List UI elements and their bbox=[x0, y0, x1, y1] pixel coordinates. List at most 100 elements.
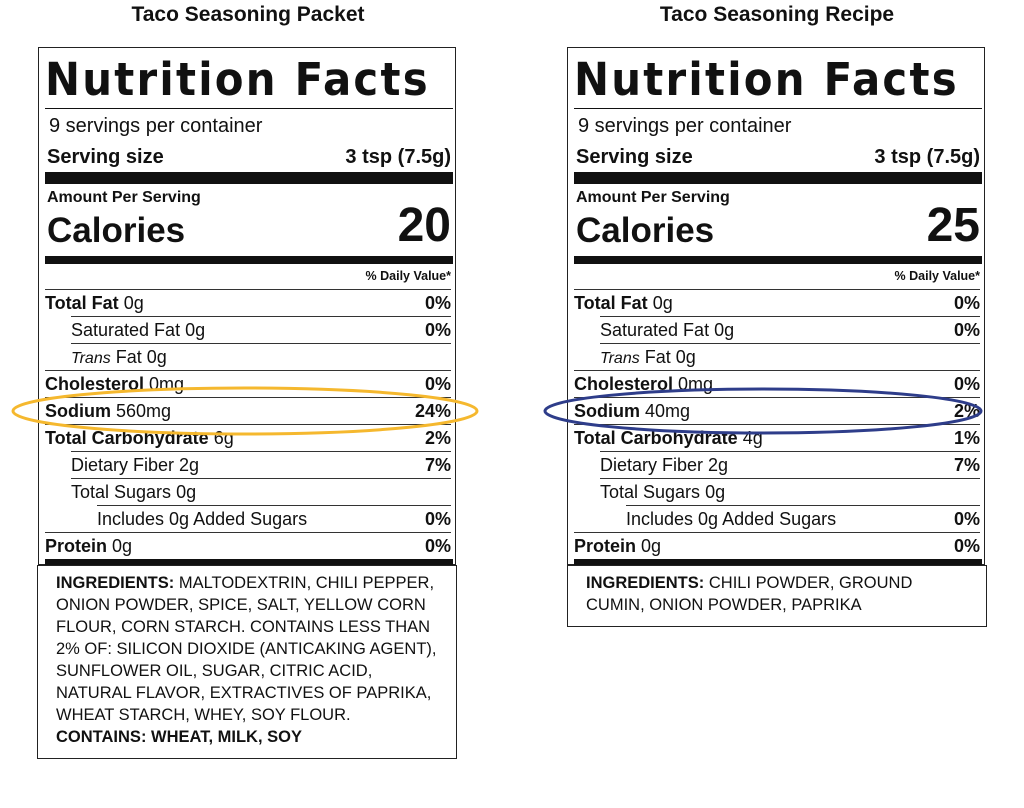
nutrient-row: Saturated Fat 0g 0% bbox=[600, 316, 980, 344]
nutrient-amount: 4g bbox=[742, 428, 763, 448]
nutrient-row: Trans Fat 0g bbox=[71, 343, 451, 371]
nutrient-amount: 2g bbox=[708, 455, 729, 475]
divider bbox=[45, 559, 453, 566]
daily-value: 0% bbox=[424, 536, 451, 556]
nutrient-name: Total Fat bbox=[45, 293, 119, 313]
divider bbox=[574, 256, 982, 264]
nutrient-name: Cholesterol bbox=[45, 374, 145, 394]
nutrient-row: Dietary Fiber 2g 7% bbox=[71, 451, 451, 479]
nutrient-name: Cholesterol bbox=[574, 374, 674, 394]
divider bbox=[45, 172, 453, 184]
daily-value: 2% bbox=[424, 428, 451, 448]
nutrient-amount: 0mg bbox=[149, 374, 185, 394]
nutrient-row: Sodium 560mg 24% bbox=[45, 397, 451, 425]
daily-value-header: % Daily Value* bbox=[894, 269, 980, 283]
divider bbox=[574, 172, 982, 184]
nutrient-qualifier: Trans bbox=[600, 350, 640, 367]
serving-size-label: Serving size bbox=[576, 146, 693, 168]
nutrient-amount: 560mg bbox=[116, 401, 172, 421]
label-title: Nutrition Facts bbox=[574, 53, 959, 106]
nutrient-row: Total Sugars 0g bbox=[71, 478, 451, 506]
serving-size: 3 tsp (7.5g) bbox=[874, 146, 980, 168]
daily-value: 0% bbox=[953, 374, 980, 394]
daily-value: 0% bbox=[953, 320, 980, 340]
nutrient-amount: 6g bbox=[213, 428, 234, 448]
nutrient-row: Includes 0g Added Sugars 0% bbox=[626, 505, 980, 533]
nutrient-row: Protein 0g 0% bbox=[574, 532, 980, 560]
allergens: CONTAINS: WHEAT, MILK, SOY bbox=[56, 728, 302, 746]
nutrient-name: Fat bbox=[644, 347, 671, 367]
nutrient-amount: 0g bbox=[652, 293, 673, 313]
servings: 9 servings per container bbox=[49, 115, 263, 137]
nutrient-row: Cholesterol 0mg 0% bbox=[45, 370, 451, 398]
divider bbox=[45, 108, 453, 109]
nutrient-name: Protein bbox=[574, 536, 637, 556]
daily-value: 0% bbox=[424, 509, 451, 529]
nutrition-label: Nutrition Facts 9 servings per container S… bbox=[567, 47, 985, 566]
nutrient-row: Total Fat 0g 0% bbox=[45, 289, 451, 317]
serving-size-label: Serving size bbox=[47, 146, 164, 168]
nutrient-name: Total Carbohydrate bbox=[45, 428, 209, 448]
label-title: Nutrition Facts bbox=[45, 53, 430, 106]
nutrient-name: Includes 0g Added Sugars bbox=[97, 509, 308, 529]
daily-value: 0% bbox=[953, 536, 980, 556]
divider bbox=[574, 108, 982, 109]
daily-value: 2% bbox=[953, 401, 980, 421]
serving-size: 3 tsp (7.5g) bbox=[345, 146, 451, 168]
nutrient-amount: 0g bbox=[641, 536, 662, 556]
nutrient-row: Cholesterol 0mg 0% bbox=[574, 370, 980, 398]
nutrient-row: Total Fat 0g 0% bbox=[574, 289, 980, 317]
divider bbox=[574, 559, 982, 566]
nutrient-row: Total Sugars 0g bbox=[600, 478, 980, 506]
nutrient-name: Total Sugars bbox=[71, 482, 172, 502]
nutrient-amount: 0g bbox=[675, 347, 696, 367]
nutrient-name: Saturated Fat bbox=[71, 320, 181, 340]
nutrient-amount: 0g bbox=[112, 536, 133, 556]
daily-value: 7% bbox=[424, 455, 451, 475]
nutrient-name: Sodium bbox=[45, 401, 111, 421]
ingredients-label: INGREDIENTS: bbox=[586, 574, 705, 592]
divider bbox=[45, 256, 453, 264]
nutrient-name: Saturated Fat bbox=[600, 320, 710, 340]
daily-value: 0% bbox=[424, 374, 451, 394]
nutrient-name: Total Fat bbox=[574, 293, 648, 313]
label-heading: Taco Seasoning Recipe bbox=[659, 3, 895, 26]
nutrient-row: Trans Fat 0g bbox=[600, 343, 980, 371]
nutrient-qualifier: Trans bbox=[71, 350, 111, 367]
label-heading: Taco Seasoning Packet bbox=[131, 3, 365, 26]
nutrient-amount: 0mg bbox=[678, 374, 714, 394]
ingredients-text: CHILI POWDER, GROUND CUMIN, ONION POWDER… bbox=[586, 574, 913, 614]
nutrient-amount: 0g bbox=[705, 482, 726, 502]
nutrient-amount: 0g bbox=[146, 347, 167, 367]
daily-value: 7% bbox=[953, 455, 980, 475]
ingredients: INGREDIENTS: MALTODEXTRIN, CHILI PEPPER,… bbox=[37, 565, 457, 759]
nutrient-amount: 0g bbox=[185, 320, 206, 340]
nutrient-name: Protein bbox=[45, 536, 108, 556]
ingredients-text: MALTODEXTRIN, CHILI PEPPER, ONION POWDER… bbox=[56, 574, 437, 724]
nutrient-name: Total Carbohydrate bbox=[574, 428, 738, 448]
nutrient-row: Saturated Fat 0g 0% bbox=[71, 316, 451, 344]
nutrient-amount: 40mg bbox=[645, 401, 691, 421]
amount-per-serving: Amount Per Serving bbox=[47, 189, 201, 206]
calories-label: Calories bbox=[47, 211, 186, 250]
nutrient-name: Fat bbox=[115, 347, 142, 367]
calories: 25 bbox=[926, 199, 980, 252]
nutrient-row: Includes 0g Added Sugars 0% bbox=[97, 505, 451, 533]
daily-value-header: % Daily Value* bbox=[365, 269, 451, 283]
daily-value: 0% bbox=[424, 293, 451, 313]
ingredients: INGREDIENTS: CHILI POWDER, GROUND CUMIN,… bbox=[567, 565, 987, 627]
nutrient-row: Total Carbohydrate 4g 1% bbox=[574, 424, 980, 452]
daily-value: 0% bbox=[424, 320, 451, 340]
nutrient-amount: 0g bbox=[123, 293, 144, 313]
nutrient-row: Protein 0g 0% bbox=[45, 532, 451, 560]
nutrient-name: Includes 0g Added Sugars bbox=[626, 509, 837, 529]
daily-value: 1% bbox=[953, 428, 980, 448]
nutrient-row: Sodium 40mg 2% bbox=[574, 397, 980, 425]
nutrient-name: Dietary Fiber bbox=[600, 455, 704, 475]
nutrient-name: Dietary Fiber bbox=[71, 455, 175, 475]
calories-label: Calories bbox=[576, 211, 715, 250]
daily-value: 24% bbox=[414, 401, 451, 421]
nutrient-name: Total Sugars bbox=[600, 482, 701, 502]
daily-value: 0% bbox=[953, 509, 980, 529]
